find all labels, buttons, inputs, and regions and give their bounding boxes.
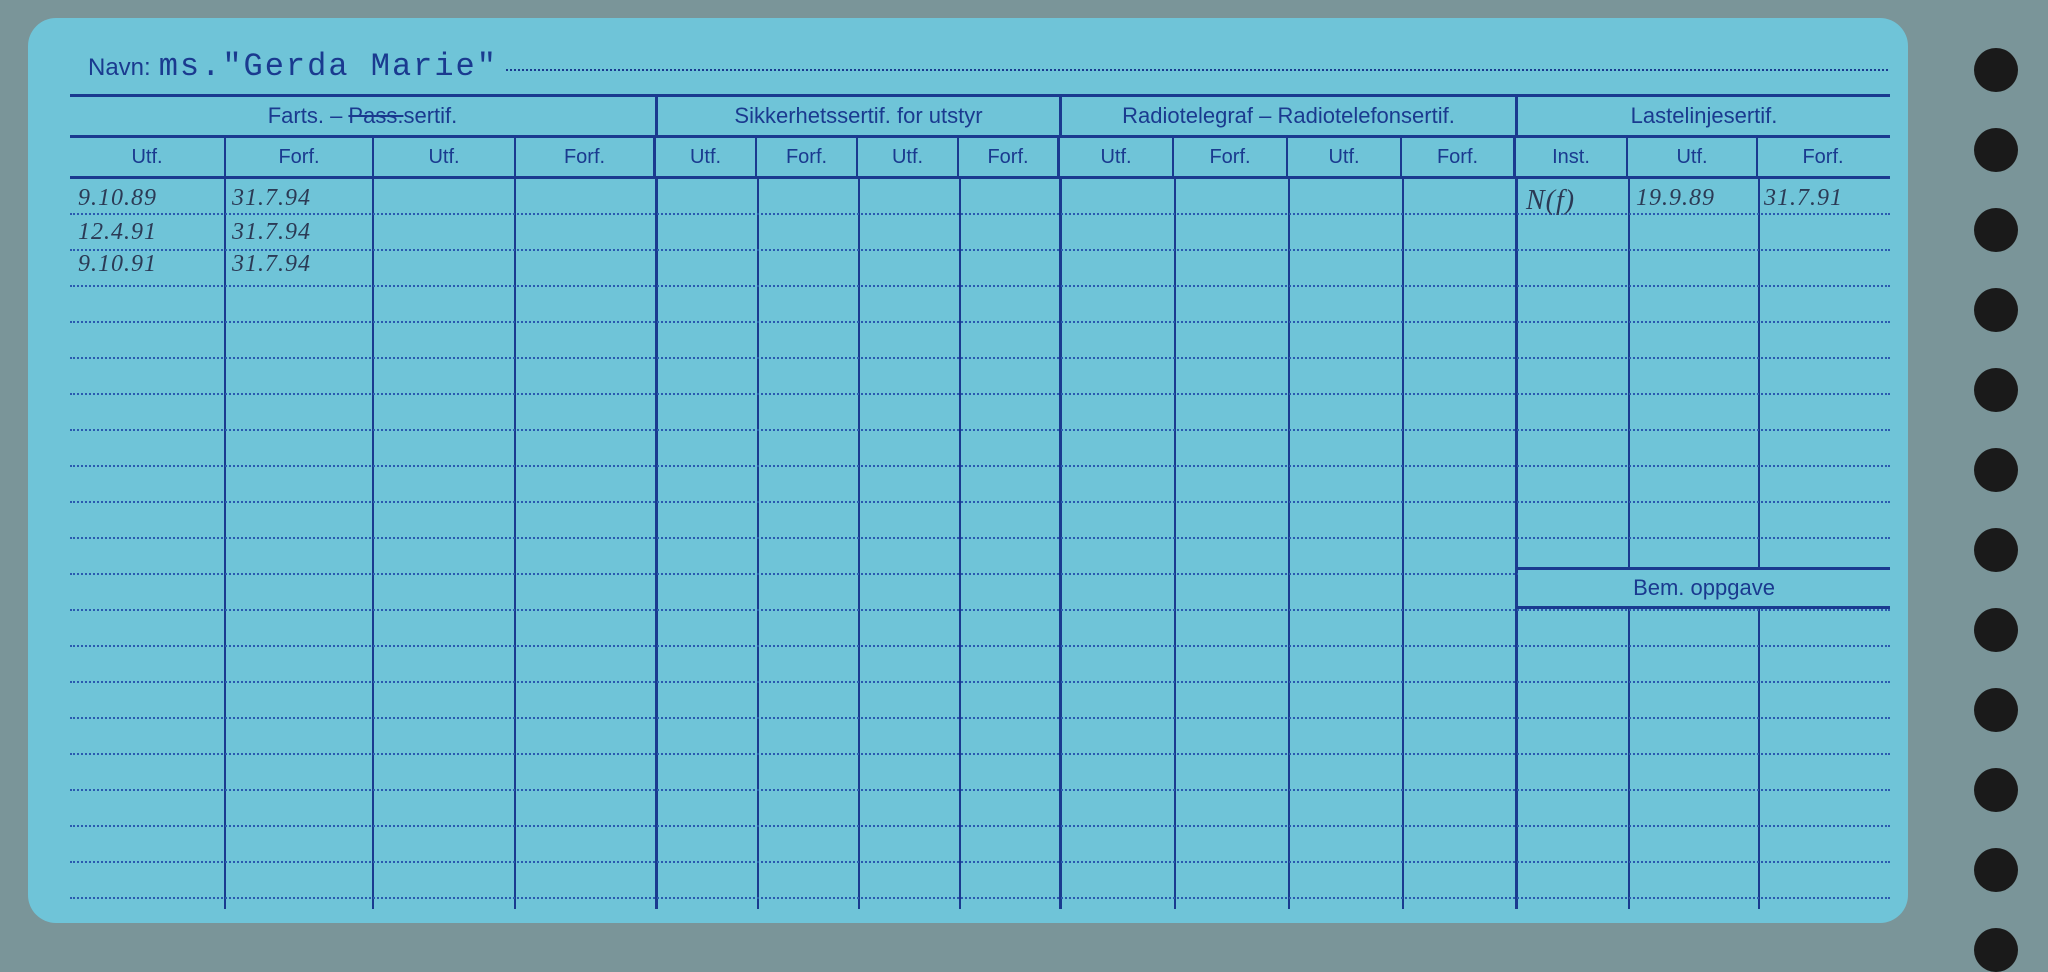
- punch-holes: [1974, 48, 2018, 972]
- section-lastelinje: Lastelinjesertif.: [1518, 97, 1890, 135]
- navn-dotted-line: [506, 69, 1888, 71]
- section-header-row: Farts. – Pass.sertif. Sikkerhetssertif. …: [70, 97, 1890, 135]
- farts-prefix: Farts. –: [268, 103, 349, 128]
- punch-hole: [1974, 608, 2018, 652]
- grid-body: Bem. oppgave 9.10.89 31.7.94 12.4.91 31.…: [70, 179, 1890, 909]
- col-rad-utf2: Utf.: [1288, 138, 1402, 176]
- last-forf-0: 31.7.91: [1764, 185, 1843, 212]
- section-farts: Farts. – Pass.sertif.: [70, 97, 658, 135]
- certificate-table: Farts. – Pass.sertif. Sikkerhetssertif. …: [70, 94, 1890, 914]
- col-sik-forf1: Forf.: [757, 138, 858, 176]
- punch-hole: [1974, 848, 2018, 892]
- col-last-inst: Inst.: [1516, 138, 1628, 176]
- col-sik-forf2: Forf.: [959, 138, 1060, 176]
- punch-hole: [1974, 368, 2018, 412]
- punch-hole: [1974, 288, 2018, 332]
- col-rad-forf2: Forf.: [1402, 138, 1516, 176]
- punch-hole: [1974, 208, 2018, 252]
- farts-utf-2: 9.10.91: [78, 251, 157, 278]
- last-inst-0: N(f): [1526, 185, 1575, 217]
- col-rad-forf1: Forf.: [1174, 138, 1288, 176]
- col-farts-forf1: Forf.: [226, 138, 374, 176]
- col-farts-forf2: Forf.: [516, 138, 656, 176]
- section-radio: Radiotelegraf – Radiotelefonsertif.: [1062, 97, 1518, 135]
- index-card: Navn: ms."Gerda Marie" Farts. – Pass.ser…: [28, 18, 1908, 923]
- bem-oppgave-box: Bem. oppgave: [1518, 567, 1890, 609]
- farts-forf-0: 31.7.94: [232, 185, 311, 212]
- navn-row: Navn: ms."Gerda Marie": [88, 48, 1888, 84]
- col-farts-utf2: Utf.: [374, 138, 516, 176]
- horizontal-lines: [70, 179, 1890, 899]
- navn-value: ms."Gerda Marie": [159, 48, 498, 85]
- punch-hole: [1974, 528, 2018, 572]
- farts-utf-0: 9.10.89: [78, 185, 157, 212]
- farts-forf-2: 31.7.94: [232, 251, 311, 278]
- punch-hole: [1974, 928, 2018, 972]
- punch-hole: [1974, 448, 2018, 492]
- farts-utf-1: 12.4.91: [78, 219, 157, 246]
- col-last-forf: Forf.: [1758, 138, 1888, 176]
- section-sikkerhet: Sikkerhetssertif. for utstyr: [658, 97, 1062, 135]
- punch-hole: [1974, 688, 2018, 732]
- punch-hole: [1974, 768, 2018, 812]
- punch-hole: [1974, 48, 2018, 92]
- col-sik-utf1: Utf.: [656, 138, 757, 176]
- col-farts-utf1: Utf.: [70, 138, 226, 176]
- punch-hole: [1974, 128, 2018, 172]
- last-utf-0: 19.9.89: [1636, 185, 1715, 212]
- col-last-utf: Utf.: [1628, 138, 1758, 176]
- farts-strike: Pass.: [348, 103, 403, 128]
- farts-suffix: sertif.: [403, 103, 457, 128]
- col-rad-utf1: Utf.: [1060, 138, 1174, 176]
- navn-label: Navn:: [88, 54, 151, 82]
- subheader-row: Utf. Forf. Utf. Forf. Utf. Forf. Utf. Fo…: [70, 135, 1890, 179]
- farts-forf-1: 31.7.94: [232, 219, 311, 246]
- col-sik-utf2: Utf.: [858, 138, 959, 176]
